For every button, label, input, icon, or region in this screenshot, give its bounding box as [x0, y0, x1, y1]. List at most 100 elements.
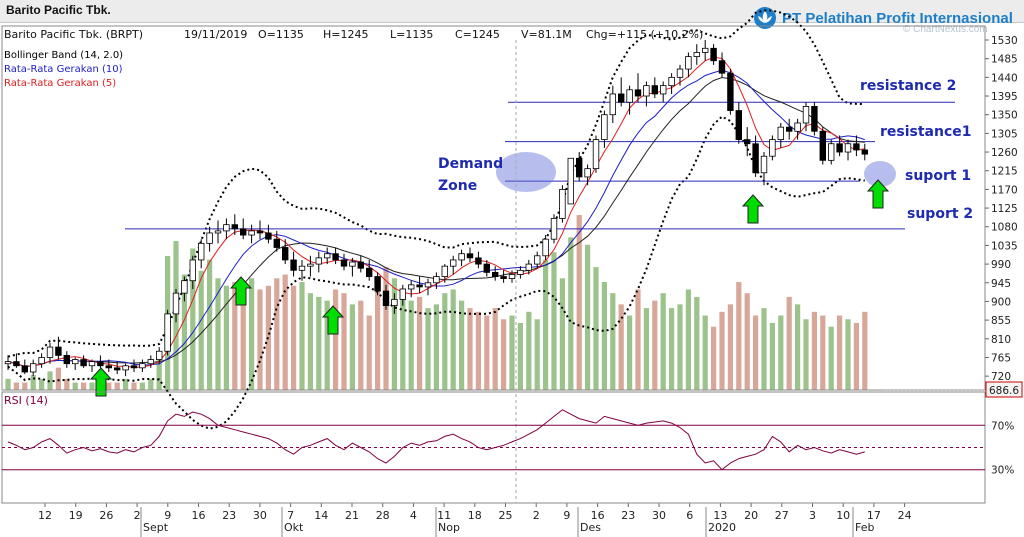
candle-body — [576, 157, 583, 178]
volume-bar — [492, 308, 498, 390]
volume-bar — [820, 315, 826, 390]
price-tick-label: 1350 — [991, 110, 1018, 122]
candle-body — [72, 359, 79, 365]
volume-bar — [417, 296, 423, 390]
volume-bar — [358, 300, 364, 390]
demand-zone-label: Demand — [438, 156, 503, 172]
volume-bar — [47, 371, 53, 390]
candle-body — [819, 130, 826, 161]
candle-body — [365, 267, 373, 277]
candle-body — [458, 253, 465, 261]
candle-body — [802, 105, 810, 124]
volume-bar — [585, 244, 591, 390]
volume-bar — [13, 382, 19, 390]
candle-body — [424, 282, 432, 288]
price-tick-label: 1440 — [991, 72, 1018, 84]
candle-body — [122, 365, 129, 371]
volume-bar — [769, 322, 775, 390]
candle-body — [752, 143, 759, 174]
price-tick-label: 1395 — [991, 91, 1018, 103]
candle-body — [702, 47, 709, 53]
header-field: C=1245 — [455, 28, 500, 41]
volume-bar — [333, 289, 339, 390]
volume-bar — [853, 322, 859, 390]
candle-body — [525, 263, 532, 271]
volume-bar — [786, 296, 792, 390]
candle-body — [63, 354, 70, 365]
candle-body — [534, 255, 541, 265]
volume-bar — [39, 378, 45, 390]
level-label: resistance1 — [880, 124, 972, 140]
chart-header: Barito Pacific Tbk. (BRPT) 19/11/2019 O=11… — [4, 28, 703, 89]
volume-bar — [837, 315, 843, 390]
candle-body — [466, 253, 474, 259]
date-tick-label: 2 — [134, 509, 141, 522]
candle-body — [634, 89, 642, 97]
support-resistance-lines: resistance 2 resistance1 suport 1 suport 2 — [125, 78, 973, 230]
candle-body — [735, 110, 742, 140]
volume-bar — [341, 293, 347, 390]
date-tick-label: 3 — [809, 509, 816, 522]
rsi-level-label: 30% — [991, 465, 1014, 477]
volume-bar — [727, 304, 733, 390]
volume-bar — [307, 293, 313, 390]
month-label: Sept — [143, 521, 169, 534]
candle-body — [197, 242, 205, 261]
volume-bar — [677, 304, 683, 390]
volume-bar — [652, 300, 658, 390]
candle-body — [567, 157, 574, 205]
candle-body — [239, 228, 247, 236]
brand-name: PT Pelatihan Profit Internasional — [782, 9, 1013, 27]
level-label: suport 2 — [907, 206, 973, 222]
volume-bar — [316, 296, 322, 390]
volume-bar — [711, 326, 717, 390]
price-tick-label: 900 — [991, 296, 1011, 308]
date-tick-label: 23 — [621, 509, 635, 522]
candle-body — [332, 253, 339, 261]
month-label: Nop — [438, 521, 460, 534]
volume-bar — [811, 311, 817, 390]
candle-body — [181, 280, 188, 294]
volume-bar — [795, 304, 801, 390]
price-tick-label: 1305 — [991, 128, 1018, 140]
volume-bar — [131, 382, 137, 390]
volume-bar — [627, 315, 633, 390]
volume-bar — [610, 293, 616, 390]
price-tick-label: 1260 — [991, 147, 1018, 159]
date-tick-label: 11 — [437, 509, 451, 522]
volume-bar — [123, 378, 129, 390]
volume-bar — [391, 278, 397, 390]
header-field: 19/11/2019 — [184, 28, 247, 41]
candle-body — [592, 139, 600, 170]
price-tick-label: 720 — [991, 371, 1011, 383]
demand-zone-ellipse — [496, 152, 556, 192]
volume-bars — [5, 215, 868, 390]
volume-bar — [433, 304, 439, 390]
volume-bar — [291, 285, 297, 390]
candle-body — [349, 261, 356, 267]
volume-bar — [618, 304, 624, 390]
volume-bar — [778, 315, 784, 390]
volume-bar — [450, 289, 456, 390]
candle-body — [651, 85, 658, 95]
candle-body — [483, 263, 490, 273]
candle-body — [550, 218, 558, 240]
header-field: O=1135 — [258, 28, 304, 41]
price-tick-label: 1035 — [991, 240, 1018, 252]
candle-body — [155, 350, 163, 360]
last-price-label: 686.6 — [989, 385, 1019, 397]
volume-bar — [366, 315, 372, 390]
candle-body — [21, 365, 28, 373]
volume-bar — [181, 274, 187, 390]
volume-bar — [568, 237, 574, 390]
candle-body — [744, 139, 751, 145]
volume-bar — [148, 378, 154, 390]
volume-bar — [55, 367, 61, 390]
level-label: resistance 2 — [860, 78, 956, 94]
price-tick-label: 1080 — [991, 222, 1018, 234]
date-tick-label: 6 — [686, 509, 693, 522]
candle-body — [357, 261, 364, 269]
candle-body — [500, 276, 507, 280]
date-tick-label: 17 — [867, 509, 881, 522]
candle-body — [844, 143, 852, 153]
